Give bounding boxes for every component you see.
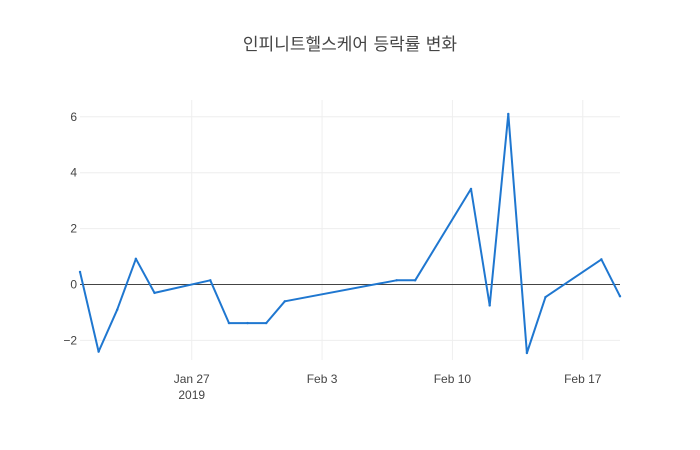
x-tick-label: Jan 27 bbox=[174, 372, 210, 386]
x-tick-label: Feb 17 bbox=[564, 372, 602, 386]
data-point bbox=[78, 270, 82, 274]
y-tick-label: 4 bbox=[70, 166, 77, 180]
data-point bbox=[395, 279, 398, 282]
data-point bbox=[97, 350, 100, 353]
data-point bbox=[153, 291, 156, 295]
data-point bbox=[283, 300, 287, 303]
data-point bbox=[246, 321, 249, 325]
data-point bbox=[227, 321, 231, 325]
x-tick-label: Feb 10 bbox=[434, 372, 472, 386]
x-axis-ticks: Jan 27 2019 Feb 3 Feb 10 Feb 17 bbox=[174, 372, 602, 402]
data-point bbox=[116, 308, 119, 311]
data-point bbox=[488, 304, 491, 307]
data-point bbox=[618, 295, 622, 298]
y-tick-label: 0 bbox=[70, 278, 77, 292]
data-point bbox=[600, 258, 603, 261]
x-tick-label: Feb 3 bbox=[307, 372, 338, 386]
data-point bbox=[507, 112, 510, 116]
data-point bbox=[469, 187, 473, 191]
series-line bbox=[79, 113, 621, 354]
data-point bbox=[544, 295, 547, 299]
data-point bbox=[134, 257, 138, 260]
y-tick-label: −2 bbox=[63, 333, 77, 347]
data-point bbox=[413, 279, 417, 282]
y-axis-ticks: 6 4 2 0 −2 bbox=[63, 110, 77, 348]
gridlines bbox=[80, 100, 620, 360]
y-tick-label: 2 bbox=[70, 222, 77, 236]
data-points bbox=[78, 112, 622, 355]
chart-title: 인피니트헬스케어 등락률 변화 bbox=[243, 35, 457, 55]
data-point bbox=[525, 351, 529, 355]
data-point bbox=[265, 321, 268, 325]
data-point bbox=[209, 279, 212, 282]
y-tick-label: 6 bbox=[70, 110, 77, 124]
x-tick-year-label: 2019 bbox=[178, 388, 205, 402]
